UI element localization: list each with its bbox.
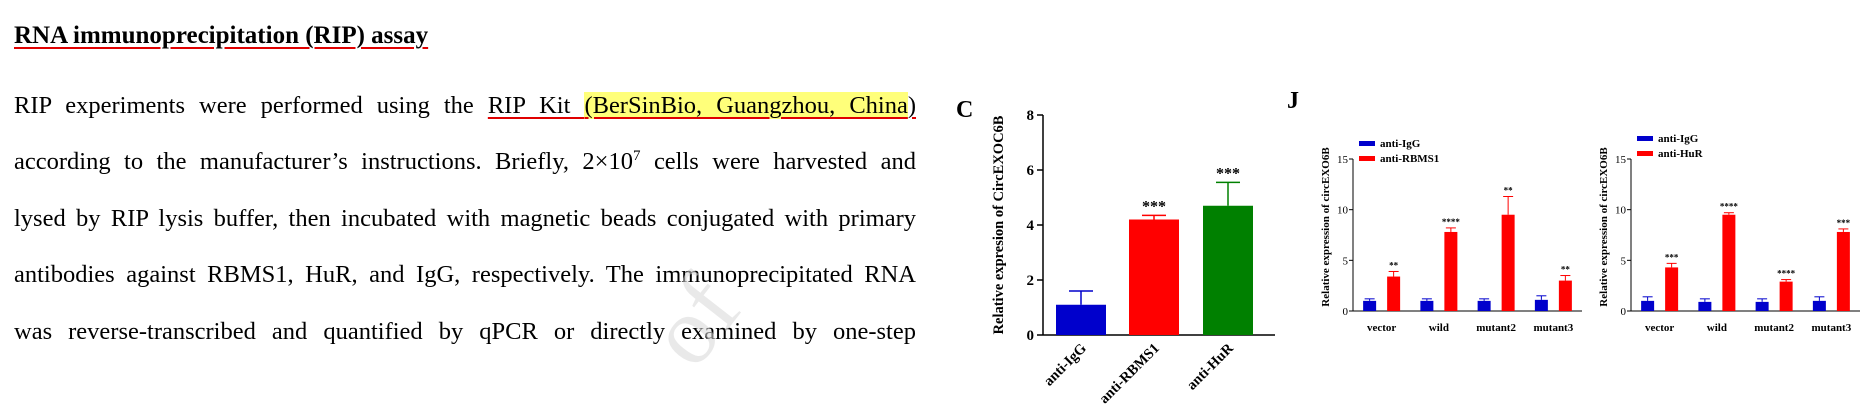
chart-j1-significance: ****	[1442, 217, 1461, 227]
chart-c-y-tick-label: 2	[1027, 273, 1035, 289]
chart-j2-significance: ***	[1837, 218, 1851, 228]
chart-j1-significance: **	[1389, 260, 1399, 270]
chart-j2-x-tick-label: mutant3	[1812, 322, 1852, 334]
chart-j1-legend-label: anti-IgG	[1380, 138, 1421, 150]
chart-j1-x-tick-label: wild	[1429, 322, 1449, 334]
highlighted-text: (BerSinBio, Guangzhou, China	[584, 92, 908, 119]
chart-j2-y-tick-label: 5	[1621, 255, 1627, 267]
chart-c-significance: ***	[1216, 165, 1240, 182]
chart-j2-y-tick-label: 0	[1621, 306, 1627, 318]
chart-j1-y-tick-label: 0	[1343, 306, 1349, 318]
chart-j2-y-tick-label: 15	[1615, 154, 1627, 166]
chart-j2-x-tick-label: mutant2	[1754, 322, 1794, 334]
chart-j2-bar	[1641, 300, 1655, 311]
chart-c-significance: ***	[1142, 198, 1166, 215]
chart-j2-x-tick-label: wild	[1707, 322, 1727, 334]
chart-j2-legend-swatch	[1637, 136, 1653, 141]
body-line-2: according to the manufacturer’s instruct…	[14, 147, 916, 175]
chart-j1-legend-swatch	[1359, 156, 1375, 161]
body-line-5: was reverse-transcribed and quantified b…	[14, 318, 916, 345]
chart-c-y-axis-label: Relative expresion of CircEXOC6B	[991, 115, 1007, 334]
chart-j1-bar	[1444, 231, 1458, 311]
chart-j1-x-tick-label: vector	[1367, 322, 1396, 334]
chart-j2-legend-swatch	[1637, 151, 1653, 156]
chart-c-bar	[1129, 219, 1179, 335]
chart-j2-significance: ****	[1777, 269, 1796, 279]
body-line-3: lysed by RIP lysis buffer, then incubate…	[14, 205, 916, 232]
chart-j1-bar	[1558, 280, 1572, 311]
chart-j2-bar	[1698, 301, 1712, 311]
chart-c-y-tick-label: 4	[1027, 218, 1035, 234]
chart-j1-y-axis-label: Relative expression of circEXO6B	[1320, 147, 1332, 307]
panel-letter-j: J	[1287, 88, 1299, 114]
chart-j1-y-tick-label: 5	[1343, 255, 1349, 267]
chart-j2-bar	[1665, 267, 1679, 311]
chart-c-x-tick-label: anti-RBMS1	[1096, 341, 1163, 408]
chart-j2-bar	[1812, 300, 1826, 311]
chart-j2-legend-label: anti-HuR	[1658, 148, 1704, 160]
chart-j1-x-tick-label: mutant2	[1476, 322, 1516, 334]
chart-c-y-tick-label: 8	[1027, 108, 1035, 124]
chart-j2-bar	[1755, 301, 1769, 311]
chart-j2-significance: ***	[1665, 252, 1679, 262]
chart-j1-y-tick-label: 15	[1337, 154, 1349, 166]
chart-c-x-tick-label: anti-IgG	[1041, 341, 1090, 390]
chart-c-bar	[1203, 205, 1253, 335]
chart-j1-y-tick-label: 10	[1337, 205, 1349, 217]
chart-j1-significance: **	[1504, 185, 1514, 195]
panel-letter-c: C	[956, 97, 974, 123]
rip-kit-link: RIP Kit (BerSinBio, Guangzhou, China)	[487, 92, 917, 119]
body-line-4: antibodies against RBMS1, HuR, and IgG, …	[14, 261, 916, 288]
chart-c-x-tick-label: anti-HuR	[1184, 340, 1237, 393]
chart-j2-bar	[1722, 214, 1736, 311]
chart-j1-bar	[1477, 300, 1491, 311]
chart-j1-legend-label: anti-RBMS1	[1380, 153, 1439, 165]
chart-c-bar	[1056, 304, 1106, 335]
chart-j2-bar	[1836, 231, 1850, 311]
chart-j1-bar	[1387, 276, 1401, 311]
section-heading: RNA immunoprecipitation (RIP) assay	[14, 22, 429, 49]
chart-j1-significance: **	[1561, 265, 1571, 275]
chart-j2-y-tick-label: 10	[1615, 205, 1627, 217]
chart-j1-bar	[1420, 300, 1434, 311]
chart-j1-bar	[1363, 300, 1377, 311]
chart-j2-legend-label: anti-IgG	[1658, 133, 1699, 145]
chart-j1-x-tick-label: mutant3	[1534, 322, 1574, 334]
chart-j1-bar	[1501, 214, 1515, 311]
body-line-1: RIP experiments were performed using the…	[14, 92, 917, 119]
chart-j2-y-axis-label: Relative expression of circEXO6B	[1598, 147, 1610, 307]
chart-c-y-tick-label: 0	[1027, 328, 1035, 344]
chart-c-y-tick-label: 6	[1027, 163, 1035, 179]
chart-j1-bar	[1534, 299, 1548, 311]
chart-j2-bar	[1779, 281, 1793, 311]
chart-j2-significance: ****	[1720, 202, 1739, 212]
chart-j1-legend-swatch	[1359, 141, 1375, 146]
chart-j2-x-tick-label: vector	[1645, 322, 1674, 334]
